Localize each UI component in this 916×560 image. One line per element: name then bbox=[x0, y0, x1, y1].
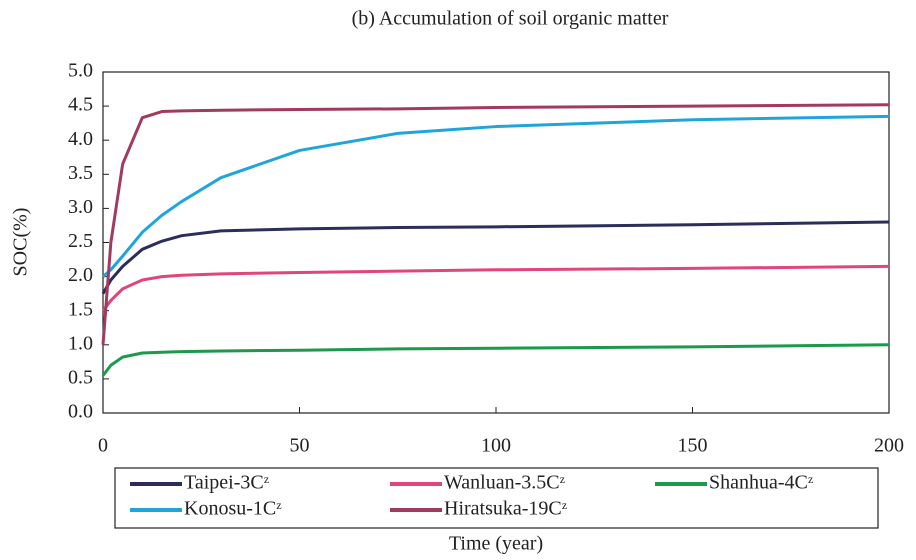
legend-label: Konosu-1Cᶻ bbox=[184, 498, 282, 520]
y-tick-label: 1.5 bbox=[68, 298, 93, 320]
x-tick-label: 100 bbox=[481, 435, 511, 457]
chart-title: (b) Accumulation of soil organic matter bbox=[352, 8, 669, 30]
series-line bbox=[101, 103, 890, 345]
x-tick-label: 50 bbox=[290, 435, 310, 457]
legend-label: Taipei-3Cᶻ bbox=[184, 472, 270, 494]
y-tick-label: 3.5 bbox=[68, 162, 93, 184]
series-line bbox=[101, 220, 890, 295]
x-tick-label: 0 bbox=[98, 435, 108, 457]
y-tick-label: 4.5 bbox=[68, 94, 93, 116]
series-line bbox=[102, 114, 890, 278]
y-tick-label: 2.0 bbox=[68, 264, 93, 286]
y-tick-label: 0.0 bbox=[68, 401, 93, 423]
y-tick-label: 0.5 bbox=[68, 366, 93, 388]
legend-label: Hiratsuka-19Cᶻ bbox=[444, 498, 568, 520]
y-tick-label: 3.0 bbox=[68, 196, 93, 218]
series-line bbox=[101, 343, 890, 377]
x-tick-label: 150 bbox=[678, 435, 708, 457]
plot-frame bbox=[102, 71, 890, 414]
legend-label: Wanluan-3.5Cᶻ bbox=[444, 472, 566, 494]
y-tick-label: 2.5 bbox=[68, 230, 93, 252]
series-line bbox=[101, 264, 890, 312]
y-tick-label: 4.0 bbox=[68, 128, 93, 150]
legend-label: Shanhua-4Cᶻ bbox=[709, 472, 814, 494]
x-axis-label: Time (year) bbox=[449, 533, 543, 555]
y-tick-label: 1.0 bbox=[68, 332, 93, 354]
y-axis-label: SOC(%) bbox=[10, 208, 32, 277]
x-tick-label: 200 bbox=[874, 435, 904, 457]
y-tick-label: 5.0 bbox=[68, 60, 93, 82]
legend-box bbox=[114, 467, 879, 529]
